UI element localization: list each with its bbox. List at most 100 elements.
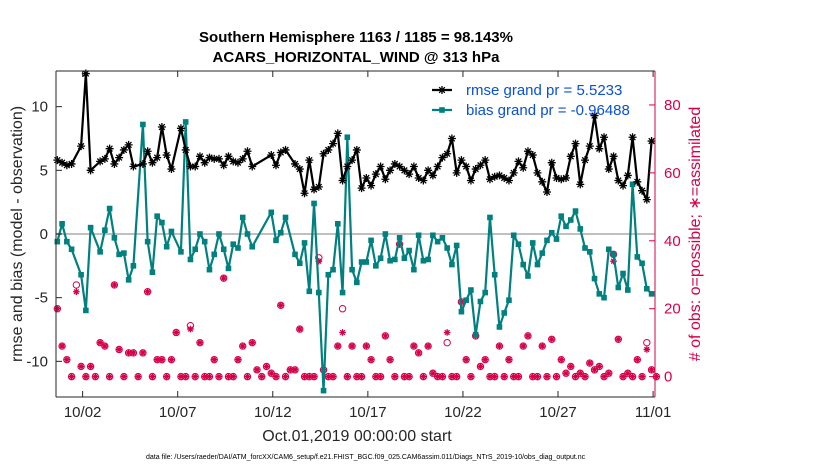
bias-point [97, 249, 103, 255]
obs-assimilated-marker [462, 356, 470, 363]
obs-assimilated-marker [429, 369, 437, 377]
obs-assimilated-marker [586, 359, 594, 367]
obs-assimilated-marker [348, 342, 356, 350]
bias-point [230, 241, 237, 247]
obs-assimilated-marker [396, 240, 403, 248]
rmse-point [609, 152, 618, 161]
bias-point [544, 237, 550, 244]
bias-point [239, 214, 246, 221]
rmse-point [405, 170, 414, 179]
bias-point [220, 246, 227, 253]
bias-point [567, 217, 574, 223]
rmse-point [557, 175, 566, 184]
rmse-point [581, 156, 590, 165]
obs-assimilated-marker [220, 274, 228, 282]
obs-assimilated-marker [367, 356, 375, 363]
obs-assimilated-marker [177, 373, 185, 380]
rmse-point [614, 176, 623, 185]
rmse-point [162, 151, 171, 160]
obs-assimilated-marker [54, 305, 61, 313]
obs-assimilated-marker [477, 363, 484, 370]
rmse-point [124, 140, 133, 149]
rmse-point [186, 162, 195, 171]
rmse-point [604, 165, 613, 174]
obs-assimilated-marker [196, 339, 204, 346]
bias-point [406, 247, 412, 254]
rmse-point [514, 157, 523, 166]
bias-point [54, 238, 61, 245]
bias-line [56, 120, 653, 392]
bias-point [596, 291, 603, 297]
bias-point [444, 245, 450, 251]
rmse-point [53, 156, 62, 165]
chart-title: Southern Hemisphere 1163 / 1185 = 98.143… [199, 29, 513, 46]
obs-assimilated-marker [410, 342, 418, 350]
rmse-point [504, 176, 513, 185]
rmse-point [562, 173, 571, 182]
bias-point [487, 214, 493, 221]
obs-assimilated-marker [377, 373, 384, 380]
bias-point [558, 213, 565, 219]
rmse-point [77, 142, 86, 151]
obs-assimilated-marker [139, 349, 147, 357]
rmse-point [300, 189, 309, 198]
rmse-point [600, 133, 609, 142]
rmse-point [476, 161, 485, 170]
rmse-point [457, 156, 466, 165]
bias-point [420, 257, 427, 264]
rmse-point [343, 162, 352, 171]
obs-assimilated-marker [576, 369, 584, 377]
bias-point [277, 229, 284, 236]
obs-assimilated-marker [548, 335, 556, 343]
obs-assimilated-marker [272, 373, 280, 380]
obs-assimilated-marker [339, 329, 346, 336]
obs-assimilated-marker [500, 373, 508, 380]
obs-assimilated-marker [467, 373, 475, 380]
rmse-point [471, 165, 480, 174]
rmse-point [119, 145, 128, 154]
obs-assimilated-marker [572, 373, 579, 380]
obs-assimilated-marker [538, 342, 546, 350]
rmse-point [519, 163, 528, 172]
obs-assimilated-marker [310, 373, 318, 380]
bias-point [501, 310, 507, 316]
rmse-point [181, 145, 190, 154]
rmse-point [110, 159, 119, 168]
obs-assimilated-marker [344, 373, 351, 380]
rmse-point [376, 162, 385, 171]
rmse-point [566, 152, 575, 161]
rmse-point [167, 165, 176, 174]
bias-point [225, 265, 232, 272]
rmse-point [276, 148, 285, 157]
obs-assimilated-marker [125, 349, 132, 357]
obs-assimilated-marker [225, 373, 232, 380]
obs-assimilated-marker [168, 356, 175, 363]
bias-point [610, 251, 617, 258]
rmse-point [633, 177, 642, 186]
bias-point [625, 287, 631, 293]
obs-assimilated-marker [529, 373, 537, 380]
rmse-point [58, 158, 67, 167]
obs-assimilated-marker [286, 366, 294, 374]
rmse-point [96, 157, 105, 166]
rmse-point [86, 166, 95, 175]
obs-assimilated-marker [453, 373, 460, 380]
bias-point [377, 255, 384, 261]
rmse-point [138, 159, 147, 168]
bias-point [192, 246, 198, 253]
obs-assimilated-marker [510, 373, 518, 380]
rmse-point [424, 166, 433, 175]
rmse-point [428, 171, 437, 180]
obs-assimilated-marker [58, 342, 66, 350]
rmse-point [381, 175, 390, 184]
rmse-point [500, 173, 509, 182]
rmse-point [348, 156, 357, 165]
rmse-point [157, 123, 166, 132]
obs-assimilated-marker [638, 373, 646, 380]
obs-assimilated-marker [496, 342, 503, 350]
rmse-point [333, 129, 342, 138]
bias-point [344, 134, 351, 141]
y-tick-label-left: -10 [26, 353, 48, 370]
obs-assimilated-marker [634, 356, 641, 363]
obs-assimilated-marker [648, 366, 655, 374]
